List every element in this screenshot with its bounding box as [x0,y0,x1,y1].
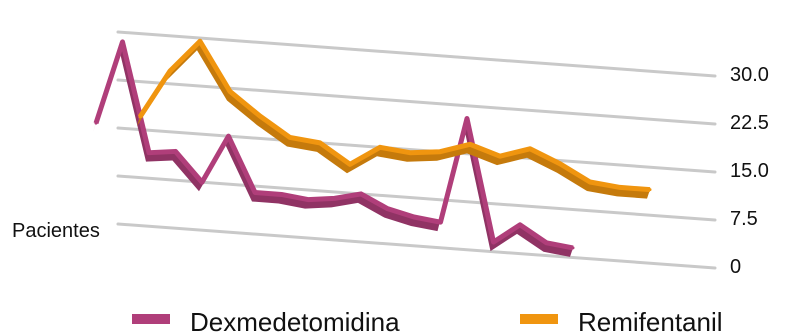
data-point [280,192,283,196]
gridline [116,174,717,222]
data-point [498,154,502,158]
data-point [588,180,592,184]
data-point [147,151,151,155]
y-tick-label: 0 [730,256,741,278]
data-point [198,39,202,43]
legend-label-dexmedetomidina: Dexmedetomidina [190,307,400,336]
series-ribbon [137,41,650,199]
gridline [116,222,717,270]
data-point [408,151,412,155]
data-point [200,180,204,184]
data-point [228,89,232,93]
y-tick-label: 22.5 [730,112,769,134]
gridline [116,126,717,174]
y-tick-label: 30.0 [730,64,769,86]
y-axis-label: Pacientes [12,220,100,242]
data-point [174,149,177,153]
legend-item-remifentanil: Remifentanil [520,307,723,336]
gridlines [116,30,717,270]
data-point [168,69,172,73]
data-point [468,142,472,146]
data-point [227,134,230,138]
data-point [518,223,522,227]
series-remifentanil [137,38,652,199]
gridline [116,78,717,126]
legend-swatch-remifentanil [520,314,558,324]
data-point [318,141,322,145]
data-point [348,162,352,166]
legend-swatch-dexmedetomidina [132,314,170,324]
y-tick-label: 15.0 [730,160,769,182]
data-point [465,117,469,121]
data-point [333,196,336,200]
data-point [378,145,382,149]
series-line [137,38,651,193]
series-ribbon [93,41,573,257]
data-point [648,188,652,192]
data-point [258,114,262,118]
data-point [439,220,442,224]
legend: Dexmedetomidina Remifentanil [132,307,723,336]
data-point [138,115,142,119]
data-point [492,240,495,244]
data-point [253,190,257,194]
data-point [438,150,442,154]
y-axis-ticks: 0 7.5 15.0 22.5 30.0 [730,64,769,278]
data-point [558,162,562,166]
gridline [116,30,717,78]
legend-label-remifentanil: Remifentanil [578,307,723,336]
data-point [121,40,124,44]
data-point [94,121,98,125]
series-dexmedetomidina [93,39,575,257]
data-point [545,241,548,245]
data-point [359,192,363,196]
y-tick-label: 7.5 [730,208,758,230]
data-point [306,198,310,202]
data-point [386,207,389,211]
data-point [528,147,532,151]
series-layer [93,38,652,257]
data-point [288,135,292,139]
data-point [571,246,575,250]
data-point [412,215,416,219]
legend-item-dexmedetomidina: Dexmedetomidina [132,307,400,336]
data-point [618,185,622,189]
